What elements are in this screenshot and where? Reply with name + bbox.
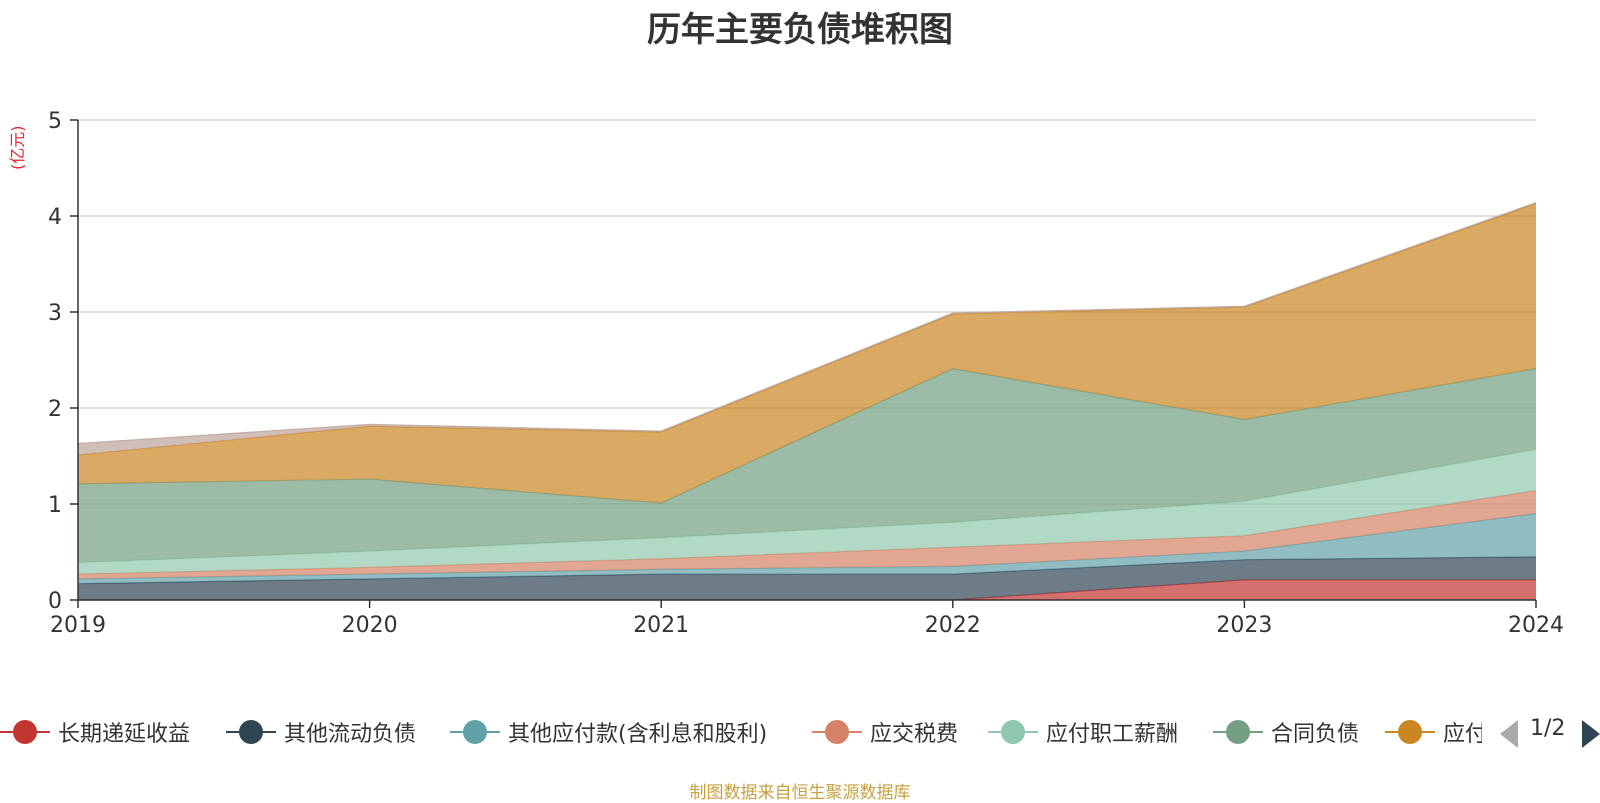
- area-series-5: [78, 368, 1536, 563]
- legend-label: 长期递延收益: [58, 722, 191, 747]
- legend-marker-icon: [226, 717, 276, 747]
- legend-label: 应付职工薪酬: [1046, 722, 1179, 747]
- legend-label: 应交税费: [870, 722, 959, 747]
- y-tick-label: 0: [48, 589, 62, 614]
- source-note: 制图数据来自恒生聚源数据库: [689, 783, 911, 803]
- legend-label: 合同负债: [1271, 722, 1360, 747]
- stacked-area-chart: 0 1 2 3 4 5 2019 2020 2021 2022 2023 2024: [48, 109, 1564, 638]
- legend-prev-page-icon[interactable]: [1500, 720, 1518, 748]
- y-tick-label: 5: [48, 109, 62, 134]
- y-tick-label: 3: [48, 301, 62, 326]
- legend-item[interactable]: 其他应付款(含利息和股利): [450, 712, 767, 752]
- legend-item[interactable]: 应交税费: [812, 712, 958, 752]
- legend-items: 长期递延收益 其他流动负债 其他应付款(含利息和股利) 应交税费 应付职工薪酬 合同负债 应…: [0, 712, 1482, 752]
- y-tick-label: 4: [48, 205, 62, 230]
- area-series-0: [78, 579, 1536, 600]
- y-tick-label: 2: [48, 397, 62, 422]
- x-tick-label: 2024: [1508, 613, 1564, 638]
- legend-item[interactable]: 长期递延收益: [0, 712, 190, 752]
- legend-next-page-icon[interactable]: [1582, 720, 1600, 748]
- x-tick-label: 2022: [925, 613, 981, 638]
- y-tick-label: 1: [48, 493, 62, 518]
- area-series-line-7: [77, 201, 1537, 445]
- legend-item[interactable]: 合同负债: [1213, 712, 1359, 752]
- legend-label: 其他应付款(含利息和股利): [508, 722, 768, 747]
- legend-item[interactable]: 应付账款: [1385, 712, 1482, 752]
- area-series-3: [78, 490, 1536, 579]
- legend-item[interactable]: 其他流动负债: [226, 712, 416, 752]
- legend-marker-icon: [450, 717, 500, 747]
- legend-marker-icon: [1213, 717, 1263, 747]
- x-tick-label: 2021: [633, 613, 689, 638]
- legend-marker-icon: [0, 717, 50, 747]
- legend-label: 其他流动负债: [284, 722, 417, 747]
- area-series-1: [78, 556, 1536, 600]
- area-series-4: [78, 449, 1536, 575]
- legend-marker-icon: [1385, 717, 1435, 747]
- legend-label: 应付账款: [1443, 722, 1482, 747]
- x-tick-label: 2023: [1216, 613, 1272, 638]
- chart-title: 历年主要负债堆积图: [647, 10, 953, 50]
- legend-page-indicator: 1/2: [1530, 716, 1566, 741]
- legend-item[interactable]: 应付职工薪酬: [988, 712, 1178, 752]
- legend-marker-icon: [812, 717, 862, 747]
- x-tick-label: 2020: [342, 613, 398, 638]
- x-tick-label: 2019: [50, 613, 106, 638]
- legend-marker-icon: [988, 717, 1038, 747]
- legend: 长期递延收益 其他流动负债 其他应付款(含利息和股利) 应交税费 应付职工薪酬 合同负债 应…: [0, 712, 1600, 752]
